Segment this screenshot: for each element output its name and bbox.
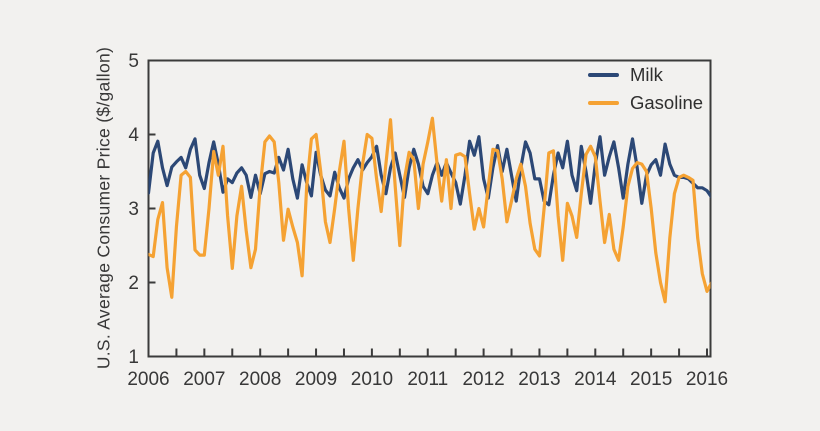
y-tick-label-4: 4 (128, 125, 139, 146)
x-tick-label-2006: 2006 (127, 369, 169, 390)
milk-line (148, 135, 711, 207)
x-tick-label-2008: 2008 (239, 369, 281, 390)
legend-label-milk: Milk (630, 64, 663, 85)
x-tick-label-2011: 2011 (407, 369, 448, 390)
x-tick-label-2015: 2015 (630, 369, 672, 390)
gasoline-line (148, 116, 711, 304)
gasoline-line-swatch (588, 101, 619, 105)
series-group (148, 116, 711, 304)
milk-line-swatch (588, 73, 619, 77)
x-tick-label-2007: 2007 (183, 369, 225, 390)
x-tick-label-2013: 2013 (518, 369, 560, 390)
y-tick-label-2: 2 (128, 273, 139, 294)
y-tick-label-1: 1 (128, 347, 139, 368)
legend-label-gasoline: Gasoline (630, 92, 704, 113)
x-tick-label-2016: 2016 (686, 369, 728, 390)
x-tick-label-2012: 2012 (462, 369, 504, 390)
y-tick-label-3: 3 (128, 199, 139, 220)
x-tick-label-2010: 2010 (351, 369, 393, 390)
legend: Milk Gasoline (588, 63, 703, 115)
legend-item-milk: Milk (588, 63, 703, 87)
legend-item-gasoline: Gasoline (588, 91, 703, 115)
y-axis-title: U.S. Average Consumer Price ($/gallon) (93, 46, 114, 370)
x-tick-label-2009: 2009 (295, 369, 337, 390)
x-tick-label-2014: 2014 (574, 369, 617, 390)
y-tick-label-5: 5 (128, 51, 139, 72)
